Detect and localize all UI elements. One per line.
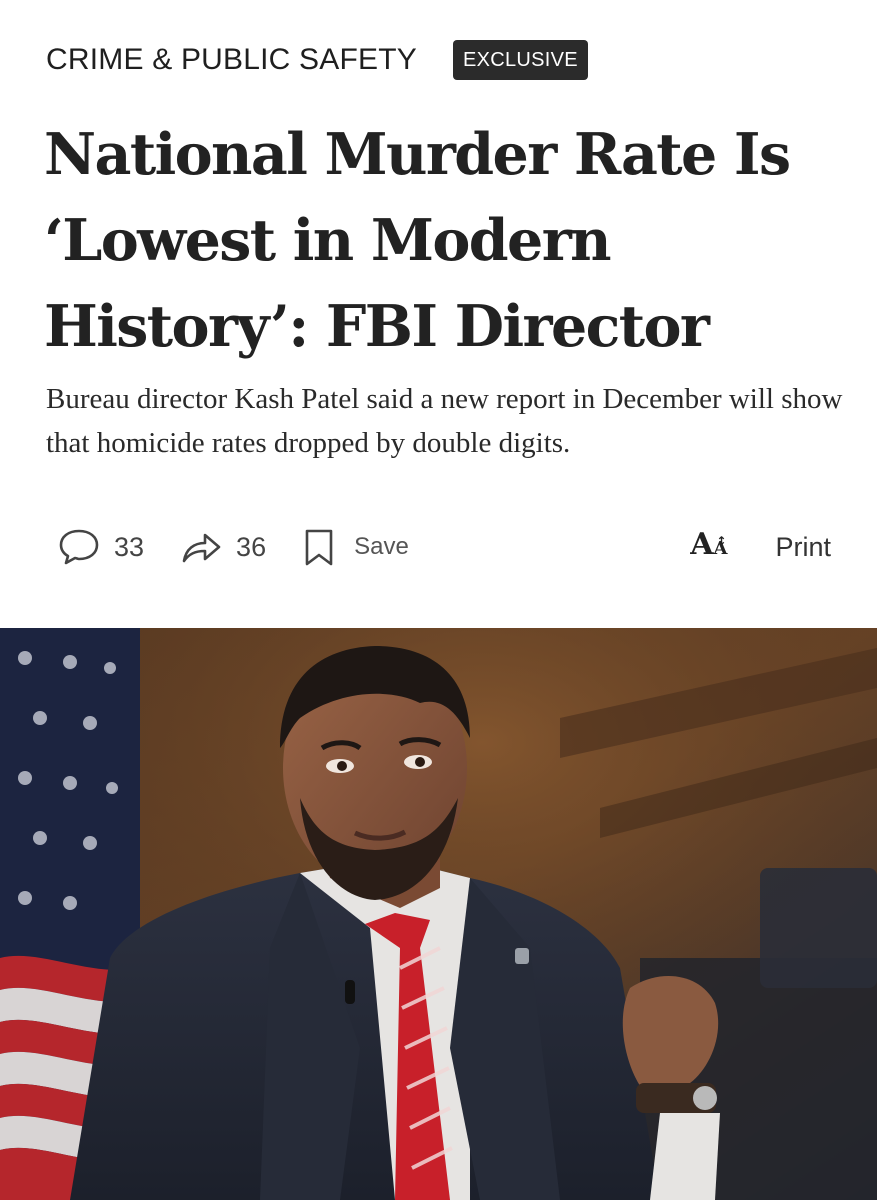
comments-button[interactable]: 33	[58, 527, 144, 567]
article-hero-photo	[0, 628, 877, 1200]
print-button[interactable]: Print	[775, 531, 831, 562]
article-subheadline: Bureau director Kash Patel said a new re…	[46, 383, 843, 459]
save-label: Save	[354, 533, 409, 560]
share-button[interactable]: 36	[180, 527, 266, 567]
bookmark-icon	[305, 529, 333, 566]
comments-count: 33	[114, 531, 145, 562]
article-header-row: CRIME & PUBLIC SAFETY EXCLUSIVE	[46, 40, 588, 80]
text-size-icon[interactable]: AA ↕	[690, 527, 728, 562]
share-arrow-icon	[182, 533, 221, 563]
exclusive-badge: EXCLUSIVE	[452, 40, 588, 80]
section-link[interactable]: CRIME & PUBLIC SAFETY	[46, 43, 417, 76]
article-headline: National Murder Rate Is ‘Lowest in Moder…	[44, 121, 791, 360]
save-button[interactable]: Save	[302, 527, 409, 567]
speech-bubble-icon	[59, 529, 99, 565]
article-action-bar: 33 36 Save AA ↕ Print	[58, 522, 831, 572]
shares-count: 36	[236, 531, 267, 562]
